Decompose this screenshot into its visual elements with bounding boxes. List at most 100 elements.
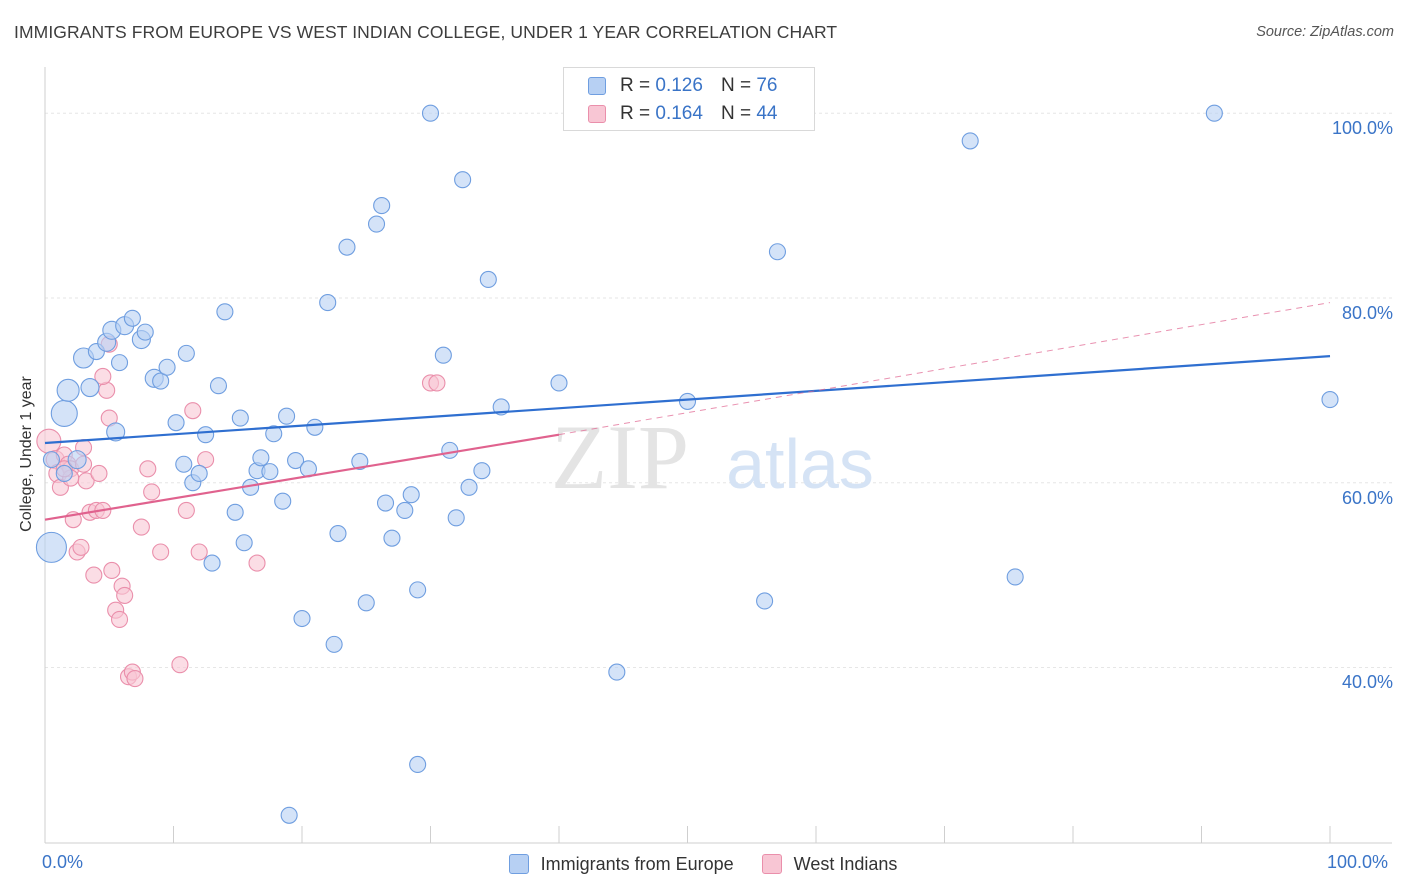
point-europe-65 xyxy=(550,374,568,392)
point-west-indians-36 xyxy=(248,554,266,572)
point-europe-55 xyxy=(409,755,427,774)
point-europe-10 xyxy=(110,354,129,372)
point-europe-0 xyxy=(35,531,67,563)
point-west-indians-19 xyxy=(103,561,121,580)
point-west-indians-26 xyxy=(126,670,144,688)
point-europe-19 xyxy=(175,455,193,473)
point-europe-34 xyxy=(265,425,283,443)
point-europe-3 xyxy=(67,450,87,470)
chart-title: IMMIGRANTS FROM EUROPE VS WEST INDIAN CO… xyxy=(14,22,838,42)
point-europe-52 xyxy=(396,501,414,519)
point-europe-43 xyxy=(325,635,343,653)
point-west-indians-9 xyxy=(72,538,90,556)
legend-swatch-west-indians xyxy=(588,105,606,123)
point-europe-37 xyxy=(280,806,298,824)
point-europe-51 xyxy=(383,529,401,547)
point-europe-50 xyxy=(376,494,395,512)
point-europe-62 xyxy=(473,462,491,480)
trend-lines xyxy=(44,302,1331,521)
legend-label-europe: Immigrants from Europe xyxy=(540,853,734,874)
watermark-atlas: atlas xyxy=(726,425,874,503)
axes xyxy=(44,67,1392,844)
point-europe-49 xyxy=(373,197,391,215)
point-europe-57 xyxy=(434,346,452,364)
trend-line-west-indians xyxy=(44,433,560,521)
point-europe-5 xyxy=(80,378,100,398)
point-europe-54 xyxy=(409,581,427,599)
point-europe-28 xyxy=(231,409,249,427)
y-tick-label-60: 60.0% xyxy=(1341,487,1393,508)
point-europe-27 xyxy=(226,503,244,521)
y-tick-label-80: 80.0% xyxy=(1341,302,1393,323)
point-europe-72 xyxy=(1205,104,1223,122)
point-europe-53 xyxy=(402,486,420,504)
legend-row-west-indians: R = 0.164 N = 44 xyxy=(588,102,777,126)
point-europe-36 xyxy=(278,407,296,425)
point-europe-26 xyxy=(216,303,234,321)
x-tick-label-left: 0.0% xyxy=(42,852,84,872)
point-europe-32 xyxy=(252,449,270,467)
correlation-legend: R = 0.126 N = 76 R = 0.164 N = 44 xyxy=(563,67,815,131)
point-europe-38 xyxy=(287,451,305,470)
point-west-indians-23 xyxy=(116,586,134,604)
point-europe-45 xyxy=(338,238,356,256)
point-europe-1 xyxy=(50,399,78,427)
series-immigrants-from-europe xyxy=(35,104,1339,824)
point-europe-60 xyxy=(454,171,472,189)
point-europe-12 xyxy=(123,309,141,327)
point-europe-9 xyxy=(106,422,126,442)
point-europe-33 xyxy=(261,463,279,481)
point-europe-66 xyxy=(608,663,626,681)
point-europe-58 xyxy=(441,441,459,459)
point-europe-41 xyxy=(306,418,324,436)
point-europe-17 xyxy=(158,358,176,376)
trend-line-west-indians-extrapolated xyxy=(558,302,1331,436)
point-europe-46 xyxy=(351,452,369,471)
point-europe-44 xyxy=(329,524,347,543)
point-europe-20 xyxy=(177,344,195,362)
point-west-indians-32 xyxy=(177,501,195,519)
point-europe-69 xyxy=(768,243,787,261)
legend-n-value-west-indians: 44 xyxy=(756,103,778,124)
gridlines xyxy=(45,112,1392,668)
point-europe-61 xyxy=(460,478,478,496)
point-europe-48 xyxy=(367,215,386,233)
point-europe-42 xyxy=(319,294,337,312)
point-europe-39 xyxy=(293,609,311,628)
legend-item-europe[interactable]: Immigrants from Europe xyxy=(508,853,734,875)
trend-line-europe xyxy=(44,355,1331,445)
point-europe-74 xyxy=(42,451,60,469)
y-tick-label-40: 40.0% xyxy=(1341,672,1393,693)
legend-swatch-west-indians xyxy=(761,854,782,874)
point-europe-2 xyxy=(56,378,80,402)
legend-item-west-indians[interactable]: West Indians xyxy=(761,854,897,875)
legend-n-value-europe: 76 xyxy=(756,75,778,96)
point-west-indians-15 xyxy=(90,464,108,483)
legend-n-label: N = xyxy=(720,75,752,96)
point-west-indians-30 xyxy=(152,543,170,561)
x-tick-label-right: 100.0% xyxy=(1327,852,1389,872)
y-axis-label: College, Under 1 year xyxy=(18,376,35,532)
legend-n-label: N = xyxy=(720,103,752,124)
point-west-indians-21 xyxy=(110,610,129,628)
legend-r-label: R = xyxy=(620,75,651,96)
point-europe-75 xyxy=(55,464,73,483)
point-europe-59 xyxy=(447,509,465,527)
point-europe-71 xyxy=(1006,568,1024,586)
point-west-indians-27 xyxy=(132,518,150,536)
point-west-indians-38 xyxy=(428,374,446,392)
point-west-indians-35 xyxy=(197,451,215,469)
y-tick-label-100: 100.0% xyxy=(1331,118,1393,139)
point-europe-68 xyxy=(756,592,774,610)
legend-row-europe: R = 0.126 N = 76 xyxy=(588,74,777,98)
point-europe-16 xyxy=(152,372,170,390)
point-west-indians-31 xyxy=(171,656,189,674)
point-europe-25 xyxy=(209,377,228,395)
point-europe-67 xyxy=(678,392,697,410)
point-europe-24 xyxy=(203,554,221,572)
legend-r-label: R = xyxy=(620,103,651,124)
legend-swatch-europe xyxy=(588,77,606,95)
point-europe-70 xyxy=(961,132,979,150)
point-europe-18 xyxy=(167,414,185,432)
